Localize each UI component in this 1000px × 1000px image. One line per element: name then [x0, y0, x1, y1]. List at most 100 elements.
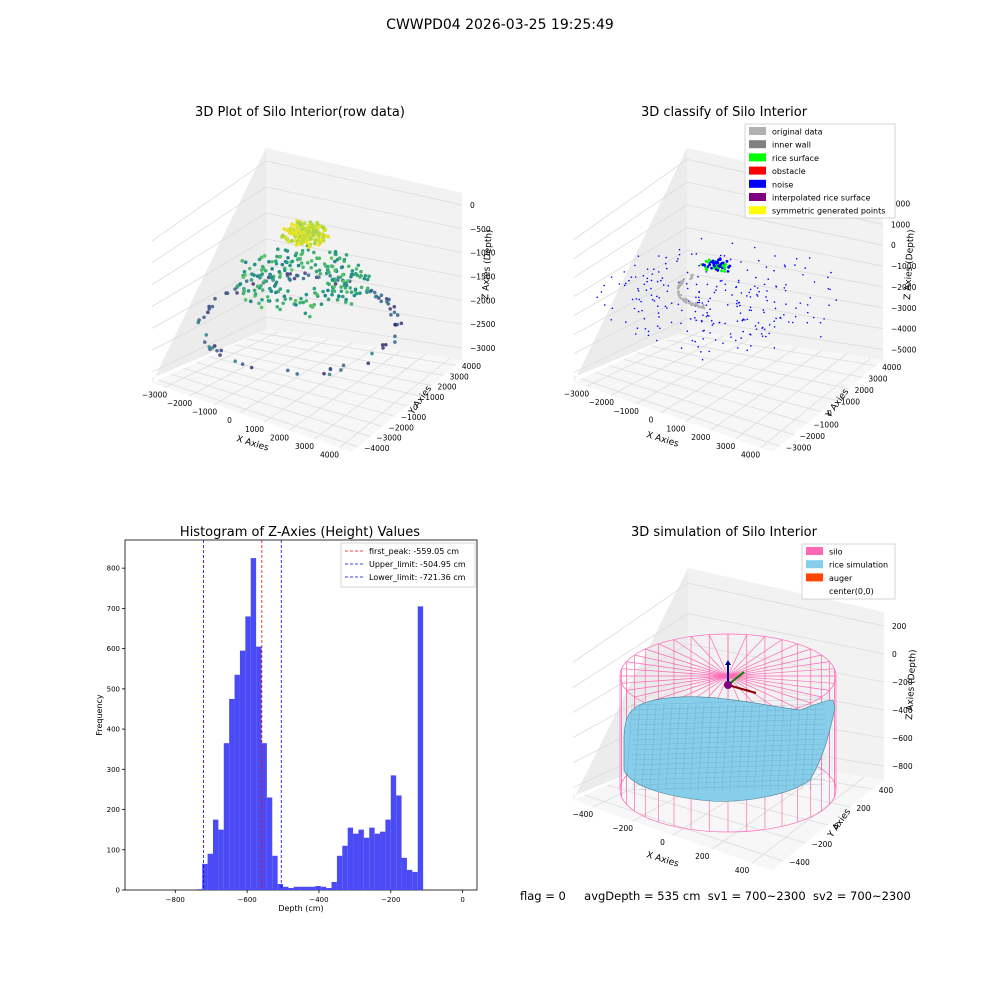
original-data-point: [677, 293, 680, 296]
raw-data-point: [295, 372, 300, 376]
raw-data-point: [225, 291, 230, 296]
raw-data-point: [248, 299, 253, 304]
noise-point: [633, 307, 636, 310]
noise-point: [749, 306, 752, 309]
legend-label: silo: [829, 548, 843, 557]
legend-swatch: [749, 166, 766, 175]
p1-grid-z: [265, 290, 463, 325]
rice-mesh-line: [753, 704, 761, 791]
hist-legend-label: Lower_limit: -721.36 cm: [369, 573, 466, 582]
raw-data-point: [307, 245, 312, 250]
noise-point: [755, 276, 757, 279]
original-data-point: [691, 302, 694, 305]
rice-mesh-line: [673, 704, 681, 791]
panel4-legend-box: [801, 543, 896, 600]
noise-point: [794, 264, 796, 266]
p1-ztick-label: −2000: [470, 296, 496, 305]
noise-point: [697, 346, 700, 348]
raw-data-point: [265, 295, 270, 299]
p1-grid-z: [265, 264, 463, 301]
histogram-bar: [369, 827, 375, 890]
raw-data-point: [393, 334, 397, 339]
raw-data-point: [276, 247, 280, 251]
raw-data-point: [312, 250, 316, 255]
raw-data-point: [363, 273, 368, 278]
raw-data-point: [373, 294, 378, 299]
p2-ztick-label: −5000: [891, 346, 917, 355]
raw-data-point: [260, 288, 265, 292]
panel-3d-simulation: 3D simulation of Silo Interior −400−2000…: [573, 525, 919, 875]
raw-data-point: [364, 289, 369, 294]
histogram-bar: [331, 881, 337, 890]
raw-data-point: [327, 372, 332, 377]
noise-point: [656, 305, 659, 307]
noise-point: [710, 319, 713, 322]
noise-point: [640, 300, 642, 303]
raw-data-point: [278, 287, 283, 291]
noise-point: [739, 304, 741, 307]
raw-data-point: [343, 282, 347, 286]
silo-top-spoke: [727, 639, 783, 677]
raw-data-point: [346, 279, 350, 283]
noise-point: [667, 284, 670, 287]
raw-data-point: [207, 345, 212, 349]
panel1-floor-pane: [152, 330, 462, 452]
noise-point: [724, 283, 727, 286]
noise-point: [643, 317, 646, 320]
p1-ytick-label: 0: [413, 403, 418, 412]
raw-data-point: [349, 272, 354, 277]
p1-grid-y: [259, 332, 456, 366]
p1-grid-z-left: [151, 238, 267, 307]
raw-data-point: [318, 240, 323, 245]
raw-data-point: [350, 269, 355, 273]
silo-top-spoke: [658, 643, 729, 677]
raw-data-point: [321, 235, 326, 240]
original-data-point: [699, 305, 702, 308]
raw-data-point: [344, 253, 349, 257]
raw-data-point: [341, 294, 345, 299]
rice-mesh-line: [657, 704, 665, 791]
legend-label: original data: [772, 128, 823, 137]
original-data-point: [682, 300, 686, 303]
panel4-legend: silo rice simulation auger center(0,0): [801, 543, 896, 600]
panel2-legend: original data inner wall rice surface obsta…: [744, 123, 896, 219]
raw-data-point: [286, 255, 290, 260]
histogram-bar: [326, 887, 332, 890]
histogram-bar: [229, 698, 235, 890]
noise-point: [756, 293, 758, 296]
p2-grid-z-left: [573, 295, 688, 354]
raw-data-point: [299, 296, 303, 301]
noise-point: [696, 301, 699, 304]
noise-point: [746, 318, 749, 321]
raw-data-point: [335, 298, 340, 302]
noise-point: [638, 298, 641, 301]
noise-point: [651, 273, 654, 275]
rice-mesh-line: [681, 704, 689, 791]
noise-point: [653, 268, 655, 271]
raw-data-point: [302, 229, 307, 234]
noise-point: [657, 312, 660, 314]
raw-data-point: [340, 265, 345, 269]
noise-point: [708, 350, 711, 353]
rice-mesh-line: [633, 704, 641, 791]
p1-grid-y: [221, 350, 420, 397]
p1-xtick-label: −2000: [167, 399, 193, 408]
raw-data-point: [314, 269, 319, 274]
noise-point: [713, 291, 716, 294]
raw-data-point: [313, 224, 317, 229]
rice-surface-point: [708, 263, 712, 266]
noise-point: [761, 335, 764, 337]
hist-ytick-label: 0: [116, 887, 120, 895]
histogram-bar: [363, 837, 370, 890]
status-avg-depth: avgDepth = 535 cm: [584, 889, 701, 903]
p1-grid-z: [265, 186, 463, 230]
panel2-zlabel: Z Axies (Depth): [903, 229, 917, 300]
noise-point: [808, 257, 811, 259]
p2-grid-z-left: [573, 159, 688, 240]
raw-data-point: [312, 231, 316, 236]
noise-point: [737, 279, 740, 282]
noise-point: [774, 255, 776, 257]
noise-point: [656, 280, 659, 283]
histogram-bar: [223, 743, 230, 890]
